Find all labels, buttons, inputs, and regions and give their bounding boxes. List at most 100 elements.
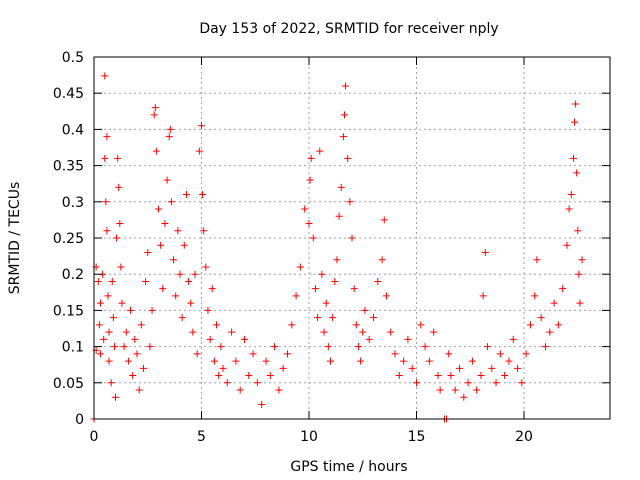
data-point — [241, 335, 248, 343]
y-tick-label: 0.5 — [62, 50, 84, 66]
data-point — [105, 328, 113, 336]
data-point — [518, 379, 526, 387]
data-point — [146, 343, 154, 351]
data-point — [408, 364, 416, 372]
data-point — [155, 205, 162, 213]
data-point — [292, 292, 300, 300]
data-point — [572, 100, 580, 108]
data-point — [320, 328, 328, 336]
data-point — [112, 393, 119, 401]
data-point — [161, 220, 169, 228]
data-point — [100, 335, 108, 343]
data-point — [333, 256, 341, 264]
data-point — [116, 220, 124, 228]
y-tick-label: 0.3 — [62, 195, 84, 211]
data-point — [103, 133, 111, 141]
data-point — [124, 357, 132, 365]
data-point — [101, 154, 109, 162]
data-point — [464, 379, 472, 387]
data-point — [144, 248, 152, 256]
y-tick-label: 0.4 — [62, 122, 84, 138]
data-point — [571, 118, 579, 126]
data-point — [95, 321, 103, 329]
data-point — [354, 343, 362, 351]
data-point — [284, 350, 291, 358]
data-point — [348, 234, 356, 242]
data-point — [430, 328, 438, 336]
data-point — [105, 357, 113, 365]
data-point — [365, 335, 373, 343]
data-point — [151, 104, 159, 112]
data-point — [311, 285, 319, 293]
data-point — [492, 379, 500, 387]
data-point — [337, 183, 345, 191]
data-point — [479, 292, 487, 300]
x-tick-label: 20 — [515, 429, 533, 445]
data-point — [374, 277, 382, 285]
data-point — [208, 285, 216, 293]
data-point — [445, 350, 453, 358]
data-point — [262, 357, 270, 365]
data-point — [180, 241, 188, 249]
data-point — [210, 357, 218, 365]
data-point — [554, 321, 562, 329]
data-point — [451, 386, 459, 394]
y-tick-label: 0.05 — [53, 376, 84, 392]
data-point — [378, 256, 386, 264]
data-point — [331, 277, 339, 285]
data-point — [202, 263, 210, 271]
data-point — [456, 364, 463, 372]
x-axis-label: GPS time / hours — [290, 459, 407, 475]
data-point — [400, 357, 408, 365]
y-tick-label: 0.15 — [53, 303, 84, 319]
data-point — [314, 314, 322, 322]
data-point — [382, 292, 390, 300]
data-point — [163, 176, 171, 184]
data-point — [488, 364, 496, 372]
data-point — [236, 386, 244, 394]
data-point — [104, 292, 112, 300]
data-point — [305, 220, 313, 228]
data-point — [232, 357, 240, 365]
data-point — [417, 321, 425, 329]
data-point — [94, 277, 102, 285]
data-point — [135, 386, 143, 394]
data-point — [370, 314, 377, 322]
data-point — [301, 205, 309, 213]
data-point — [559, 285, 567, 293]
x-tick-label: 10 — [300, 429, 318, 445]
data-point — [339, 133, 347, 141]
data-point — [182, 191, 190, 199]
data-point — [200, 227, 208, 235]
data-point — [150, 111, 158, 119]
data-point — [531, 292, 539, 300]
chart-title: Day 153 of 2022, SRMTID for receiver npl… — [199, 21, 498, 37]
data-point — [533, 256, 541, 264]
y-tick-label: 0.35 — [53, 159, 84, 175]
data-point — [324, 343, 332, 351]
data-point — [174, 227, 182, 235]
data-point — [335, 212, 343, 220]
data-point — [165, 133, 173, 141]
data-point — [526, 321, 534, 329]
data-point — [120, 343, 128, 351]
data-point — [199, 191, 207, 199]
data-point — [573, 169, 581, 177]
data-point — [223, 379, 231, 387]
data-point — [275, 386, 283, 394]
data-point — [395, 372, 403, 380]
data-point — [425, 357, 433, 365]
data-point — [391, 350, 399, 358]
data-point — [496, 350, 504, 358]
data-point — [102, 198, 110, 206]
data-point — [567, 191, 575, 199]
data-point — [514, 364, 522, 372]
data-point — [178, 314, 186, 322]
data-point — [114, 154, 122, 162]
y-axis-label: SRMTID / TECUs — [7, 182, 23, 295]
data-point — [546, 328, 554, 336]
data-point — [228, 328, 236, 336]
data-point — [501, 372, 509, 380]
data-point — [189, 328, 197, 336]
